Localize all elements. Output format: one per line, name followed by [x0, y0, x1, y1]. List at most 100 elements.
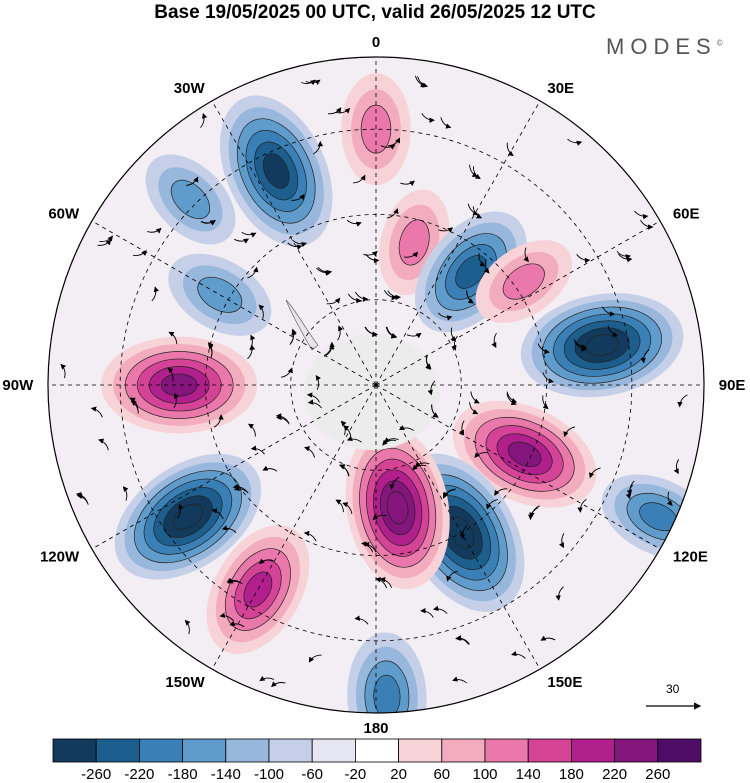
- colorbar-tick-label: 220: [602, 766, 627, 783]
- streamline-arrow: [303, 530, 317, 542]
- streamline-arrow: [470, 391, 480, 404]
- streamline-arrow: [337, 325, 344, 341]
- streamline-arrow: [379, 577, 393, 588]
- streamline-arrow: [450, 327, 457, 342]
- streamline-arrow: [147, 227, 162, 234]
- anomaly-center-high: [101, 336, 258, 434]
- colorbar-tick-label: -260: [81, 766, 111, 783]
- streamline-arrow: [640, 219, 654, 230]
- streamline-arrow: [90, 406, 103, 418]
- meridian-label: 150E: [547, 674, 582, 691]
- streamline-arrow: [342, 502, 353, 515]
- streamline-arrow: [523, 247, 529, 263]
- anomaly-contour: [262, 153, 290, 189]
- streamline-arrow: [382, 439, 397, 446]
- brand-text: MODES: [606, 34, 717, 59]
- streamline-arrow: [200, 112, 208, 128]
- meridian-line: [211, 384, 377, 670]
- meridian-label: 120W: [40, 548, 80, 565]
- streamline-arrow: [247, 423, 256, 437]
- modes-logo: MODES©: [606, 34, 723, 60]
- anomaly-center-low: [347, 632, 427, 713]
- colorbar-swatch: [657, 738, 702, 763]
- anomaly-contour: [360, 104, 392, 154]
- streamline-arrow: [607, 325, 619, 337]
- streamline-arrow: [353, 174, 366, 184]
- streamline-arrow: [360, 541, 374, 553]
- meridian-label: 0: [372, 34, 380, 51]
- streamline-arrow: [271, 681, 286, 688]
- meridian-line: [375, 100, 541, 386]
- streamline-arrow: [317, 267, 333, 276]
- meridian-line: [91, 220, 377, 386]
- streamline-arrow: [259, 558, 274, 565]
- graticule: [48, 57, 704, 713]
- streamline-arrow: [340, 420, 347, 436]
- latitude-circle: [119, 128, 633, 642]
- streamline-arrow: [387, 137, 400, 147]
- streamline-arrow: [677, 394, 688, 408]
- streamline-arrow: [640, 349, 650, 364]
- streamline-arrow: [529, 505, 540, 519]
- meridian-label: 30E: [547, 80, 574, 97]
- meridian-label: 90E: [719, 377, 746, 394]
- streamline-arrow: [281, 367, 293, 378]
- colorbar-tick-label: 260: [645, 766, 670, 783]
- streamline-arrow: [355, 291, 369, 302]
- colorbar-tick-label: 20: [390, 766, 407, 783]
- anomaly-contour: [197, 276, 243, 313]
- map-title: Base 19/05/2025 00 UTC, valid 26/05/2025…: [154, 2, 596, 23]
- streamline-arrow: [229, 620, 245, 628]
- streamline-arrow: [168, 331, 178, 345]
- copyright-mark: ©: [716, 38, 723, 48]
- streamline-arrow: [452, 676, 468, 684]
- streamline-arrow: [301, 79, 316, 86]
- streamline-arrow: [438, 227, 454, 233]
- streamline-arrow: [380, 144, 396, 150]
- meridian-line: [211, 100, 377, 386]
- colorbar-swatch: [95, 738, 140, 763]
- colorbar-tick-label: 180: [559, 766, 584, 783]
- colorbar-swatch: [138, 738, 183, 763]
- meridian-label: 150W: [165, 674, 205, 691]
- streamline-arrow: [290, 328, 297, 344]
- streamline-arrow: [567, 138, 583, 146]
- streamline-arrow: [555, 586, 564, 601]
- streamline-arrow: [404, 251, 419, 258]
- streamline-arrow: [506, 142, 514, 157]
- streamline-arrow: [335, 107, 351, 114]
- streamline-arrow: [335, 499, 344, 513]
- anomaly-contour: [386, 491, 409, 525]
- streamline-arrow: [259, 675, 275, 682]
- anomaly-center-low: [520, 293, 684, 398]
- streamline-arrow: [249, 334, 256, 350]
- colorbar-swatch: [527, 738, 572, 763]
- streamline-arrow: [98, 438, 109, 451]
- streamline-arrow: [601, 306, 616, 317]
- meridian-label: 180: [363, 720, 388, 737]
- streamline-arrow: [326, 297, 341, 305]
- streamline-arrow: [563, 426, 576, 438]
- streamline-arrow: [506, 391, 518, 404]
- colorbar-tick-label: -140: [211, 766, 241, 783]
- streamline-arrow: [459, 420, 465, 436]
- streamline-arrow: [421, 113, 435, 123]
- streamline-arrow: [542, 395, 549, 410]
- streamline-arrow: [313, 140, 324, 155]
- streamline-arrow: [451, 335, 458, 351]
- streamline-arrow: [97, 239, 112, 246]
- streamline-arrow: [173, 392, 180, 408]
- anomaly-contour: [455, 255, 487, 289]
- streamline-arrow: [339, 464, 350, 477]
- streamline-arrow: [247, 266, 259, 279]
- streamline-arrow: [472, 166, 481, 180]
- colorbar-tick-label: -180: [168, 766, 198, 783]
- reference-vector-label: 30: [666, 682, 680, 696]
- meridian-line: [375, 384, 661, 550]
- streamline-arrow: [258, 304, 265, 319]
- streamline-arrow: [200, 219, 216, 226]
- streamline-arrow: [486, 499, 498, 510]
- streamline-arrow: [483, 259, 490, 274]
- streamline-arrow: [618, 253, 633, 263]
- streamline-arrow: [398, 425, 414, 431]
